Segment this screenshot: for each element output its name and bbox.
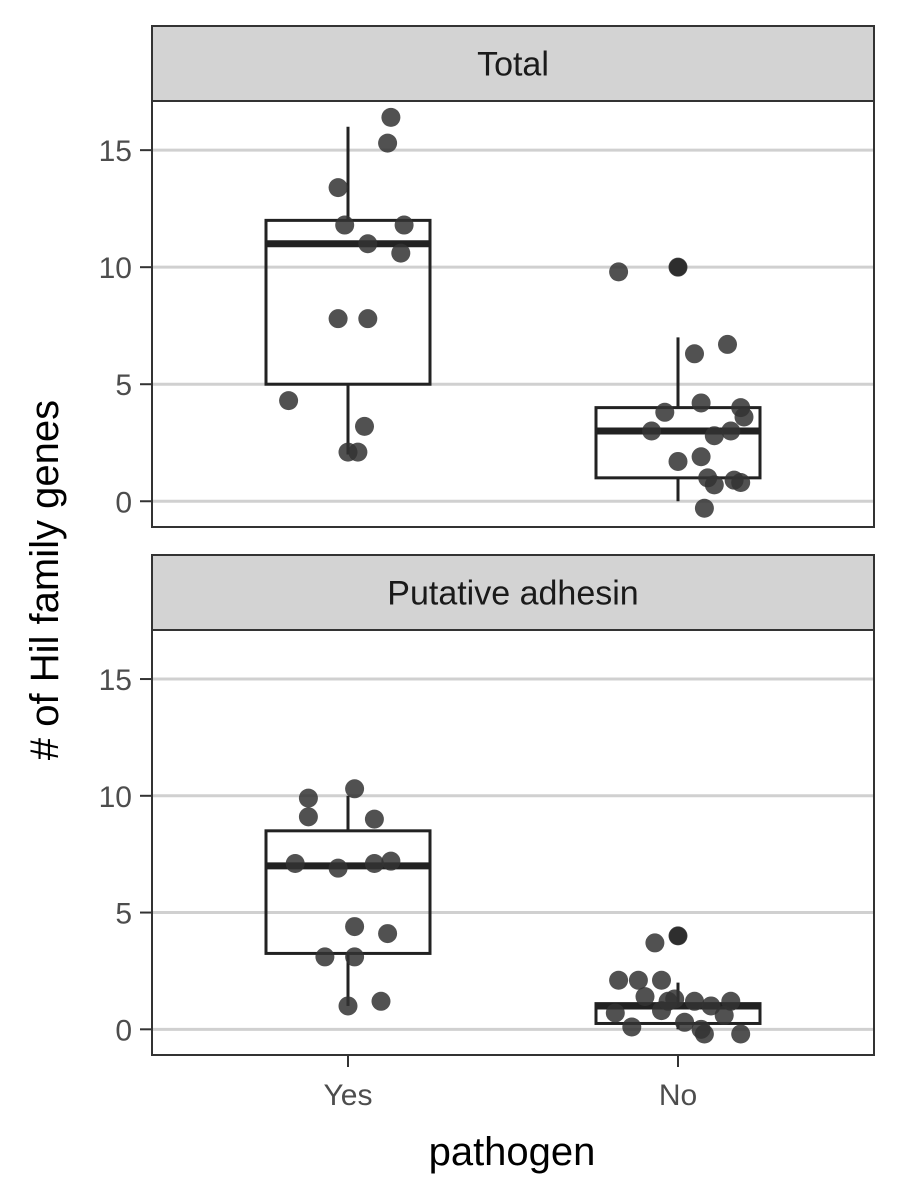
data-point — [298, 807, 318, 827]
data-point — [675, 1012, 695, 1032]
data-point — [378, 924, 398, 944]
x-tick-label: No — [659, 1079, 697, 1112]
y-tick-label: 5 — [115, 898, 132, 931]
data-point — [694, 498, 714, 518]
data-point — [668, 926, 688, 946]
data-point — [328, 309, 348, 329]
data-point — [691, 447, 711, 467]
y-tick-label: 15 — [99, 135, 132, 168]
strip-background — [151, 25, 875, 102]
data-point — [355, 416, 374, 436]
y-tick-label: 0 — [115, 1014, 132, 1047]
data-point — [381, 851, 401, 871]
data-point — [279, 391, 299, 411]
box-no — [594, 406, 762, 480]
data-point — [701, 996, 721, 1016]
data-point — [364, 809, 384, 829]
data-point — [285, 854, 305, 874]
data-point — [645, 933, 665, 953]
strip-label: Putative adhesin — [387, 575, 638, 613]
data-point — [665, 989, 685, 1009]
data-point — [704, 426, 724, 446]
data-point — [328, 178, 348, 198]
data-point — [394, 215, 414, 235]
data-point — [345, 917, 365, 937]
strip-background — [151, 554, 875, 631]
data-point — [391, 243, 411, 263]
y-tick-label: 10 — [99, 252, 132, 285]
y-tick-label: 10 — [99, 781, 132, 814]
data-point — [685, 991, 704, 1011]
data-point — [345, 947, 365, 967]
data-point — [622, 1017, 642, 1037]
data-point — [652, 1001, 671, 1021]
data-point — [734, 407, 754, 427]
y-tick-label: 15 — [99, 664, 132, 697]
data-point — [315, 947, 335, 967]
data-point — [694, 1024, 714, 1044]
y-tick-label: 5 — [115, 369, 132, 402]
data-point — [378, 133, 398, 153]
data-point — [335, 215, 355, 235]
data-point — [731, 1024, 751, 1044]
data-point — [668, 257, 688, 277]
data-point — [685, 344, 704, 364]
data-point — [718, 334, 737, 354]
data-point — [714, 1005, 734, 1025]
data-point — [691, 393, 711, 413]
data-point — [328, 858, 348, 878]
data-point — [721, 421, 741, 441]
data-point — [358, 309, 378, 329]
data-point — [635, 987, 655, 1007]
data-point — [381, 107, 401, 127]
data-point — [609, 970, 629, 990]
panel-background — [152, 101, 874, 527]
data-point — [704, 475, 724, 495]
data-point — [609, 262, 629, 282]
x-tick-label: Yes — [324, 1079, 373, 1112]
y-tick-label: 0 — [115, 486, 132, 519]
data-point — [358, 234, 378, 254]
data-point — [642, 421, 662, 441]
data-point — [668, 451, 688, 471]
x-axis-title: pathogen — [429, 1130, 596, 1174]
y-axis-title: # of Hil family genes — [23, 400, 67, 760]
data-point — [628, 970, 648, 990]
data-point — [348, 442, 368, 462]
strip-label: Total — [477, 46, 549, 84]
data-point — [605, 1003, 625, 1023]
data-point — [371, 991, 391, 1011]
data-point — [731, 473, 751, 493]
data-point — [338, 996, 358, 1016]
data-point — [364, 854, 384, 874]
data-point — [652, 970, 671, 990]
data-point — [655, 402, 675, 422]
data-point — [298, 788, 318, 808]
panel-background — [152, 630, 874, 1055]
data-point — [345, 779, 365, 799]
